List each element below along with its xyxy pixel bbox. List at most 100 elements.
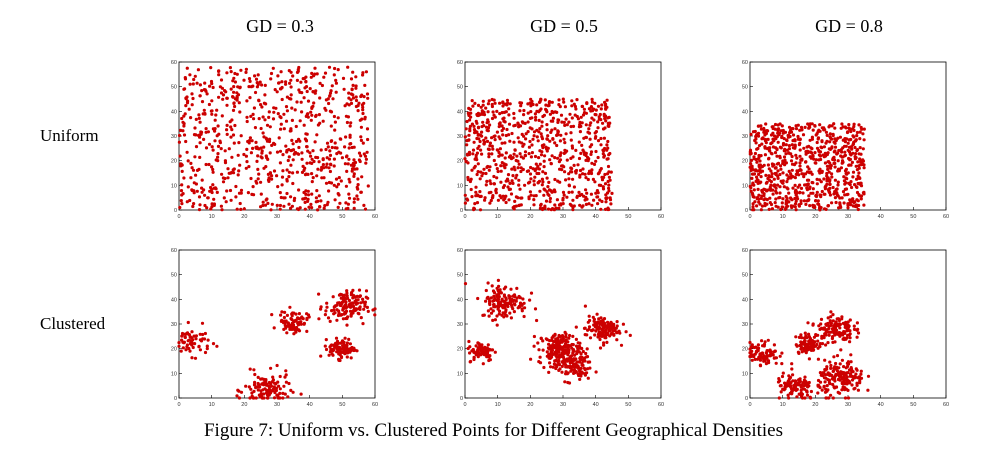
data-point — [558, 367, 562, 371]
data-point — [498, 153, 502, 157]
data-point — [310, 172, 314, 176]
data-point — [813, 161, 817, 165]
data-point — [512, 310, 517, 314]
data-point — [602, 136, 607, 140]
data-point — [541, 348, 545, 352]
data-point — [771, 164, 775, 168]
data-point — [506, 185, 510, 189]
data-point — [570, 190, 574, 194]
data-point — [816, 199, 820, 203]
data-point — [770, 175, 774, 179]
data-point — [851, 175, 855, 179]
data-point — [827, 147, 831, 151]
data-point — [579, 115, 583, 119]
data-point — [280, 310, 284, 314]
data-point — [549, 161, 553, 166]
data-point — [809, 396, 813, 400]
data-point — [590, 168, 594, 172]
data-point — [535, 318, 539, 323]
data-point — [839, 166, 844, 170]
data-point — [826, 204, 831, 208]
data-point — [545, 137, 549, 141]
data-point — [504, 151, 508, 155]
data-point — [289, 85, 293, 89]
data-point — [553, 141, 557, 145]
data-point — [180, 202, 184, 206]
plot-frame — [464, 249, 662, 399]
data-point — [541, 170, 545, 174]
data-point — [318, 96, 322, 100]
data-point — [209, 66, 213, 70]
x-tick-label: 40 — [878, 214, 884, 220]
data-point — [305, 132, 309, 136]
data-point — [537, 348, 541, 352]
data-point — [606, 157, 610, 161]
data-point — [341, 308, 345, 312]
data-point — [601, 127, 606, 131]
data-point — [517, 305, 522, 309]
data-point — [607, 189, 611, 193]
data-point — [324, 98, 328, 102]
data-point — [273, 142, 277, 146]
data-point — [758, 358, 763, 362]
data-point — [309, 154, 313, 158]
data-point — [492, 174, 496, 179]
data-point — [232, 76, 236, 80]
data-point — [494, 163, 498, 167]
data-point — [355, 167, 359, 171]
data-point — [582, 194, 586, 198]
data-point — [528, 180, 532, 184]
data-point — [324, 338, 328, 342]
data-point — [487, 168, 491, 172]
data-point — [842, 371, 846, 375]
data-point — [337, 352, 341, 356]
data-point — [582, 152, 587, 156]
data-point — [594, 329, 598, 333]
data-point — [516, 166, 520, 170]
data-point — [847, 156, 851, 161]
data-point — [563, 170, 567, 174]
data-point — [482, 138, 486, 142]
data-point — [332, 114, 336, 119]
data-point — [476, 103, 481, 107]
data-point — [332, 157, 336, 161]
data-point — [225, 96, 229, 100]
data-point — [546, 207, 551, 211]
data-point — [230, 155, 234, 159]
data-point — [759, 127, 764, 131]
data-point — [807, 194, 811, 198]
data-point — [492, 182, 496, 186]
data-point — [282, 204, 286, 208]
data-point — [547, 100, 552, 104]
data-point — [808, 155, 812, 159]
data-point — [850, 378, 855, 382]
data-point — [326, 316, 331, 320]
data-point — [183, 76, 187, 80]
data-point — [793, 176, 798, 180]
data-point — [354, 86, 358, 90]
data-point — [843, 323, 847, 327]
data-point — [852, 387, 856, 391]
data-point — [596, 104, 601, 108]
data-point — [263, 83, 267, 87]
data-point — [365, 92, 370, 96]
data-point — [537, 167, 542, 171]
data-point — [602, 343, 606, 347]
data-point — [216, 155, 220, 159]
data-point — [360, 175, 364, 179]
data-point — [303, 207, 307, 211]
data-point — [538, 355, 542, 359]
data-point — [789, 204, 793, 208]
data-point — [297, 188, 301, 192]
data-point — [337, 309, 341, 313]
data-point — [810, 147, 814, 151]
data-point — [763, 129, 767, 133]
data-point — [183, 112, 187, 116]
data-point — [186, 320, 190, 325]
data-point — [854, 164, 858, 168]
data-point — [255, 385, 259, 389]
data-point — [270, 143, 274, 147]
data-point — [570, 116, 574, 120]
data-point — [481, 171, 485, 175]
data-point — [578, 377, 582, 381]
